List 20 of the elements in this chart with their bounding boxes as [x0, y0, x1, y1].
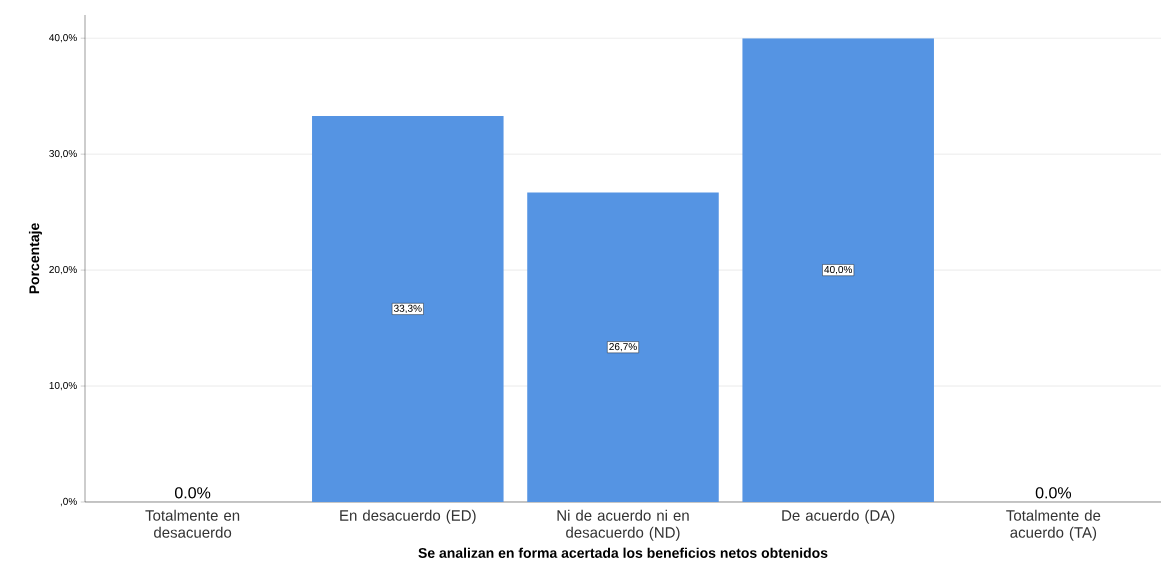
y-tick-label: 40,0% [49, 34, 77, 43]
x-tick-label: En desacuerdo (ED) [340, 509, 476, 524]
y-tick-label: 20,0% [49, 265, 77, 275]
x-tick-label: Totalmente de acuerdo (TA) [1006, 509, 1101, 541]
bar [312, 115, 504, 502]
x-tick-label: Ni de acuerdo ni en desacuerdo (ND) [557, 509, 689, 541]
y-tick-label: ,0% [60, 497, 77, 507]
x-axis-title: Se analizan en forma acertada los beneficios netos obtenidos [418, 547, 828, 558]
data-label: 26,7% [609, 343, 637, 352]
y-tick-label: 10,0% [49, 381, 77, 391]
data-label: 0.0% [174, 487, 211, 499]
x-tick-label: Totalmente en desacuerdo [145, 509, 240, 538]
data-label: 33,3% [394, 304, 422, 314]
data-label: 0.0% [1035, 487, 1072, 499]
bar [742, 38, 934, 502]
y-tick-label: 30,0% [49, 150, 77, 159]
x-tick-label: De acuerdo (DA) [782, 509, 895, 524]
y-axis-title: Porcentaje [28, 223, 42, 294]
data-label: 40,0% [824, 265, 853, 275]
bar [527, 192, 719, 502]
